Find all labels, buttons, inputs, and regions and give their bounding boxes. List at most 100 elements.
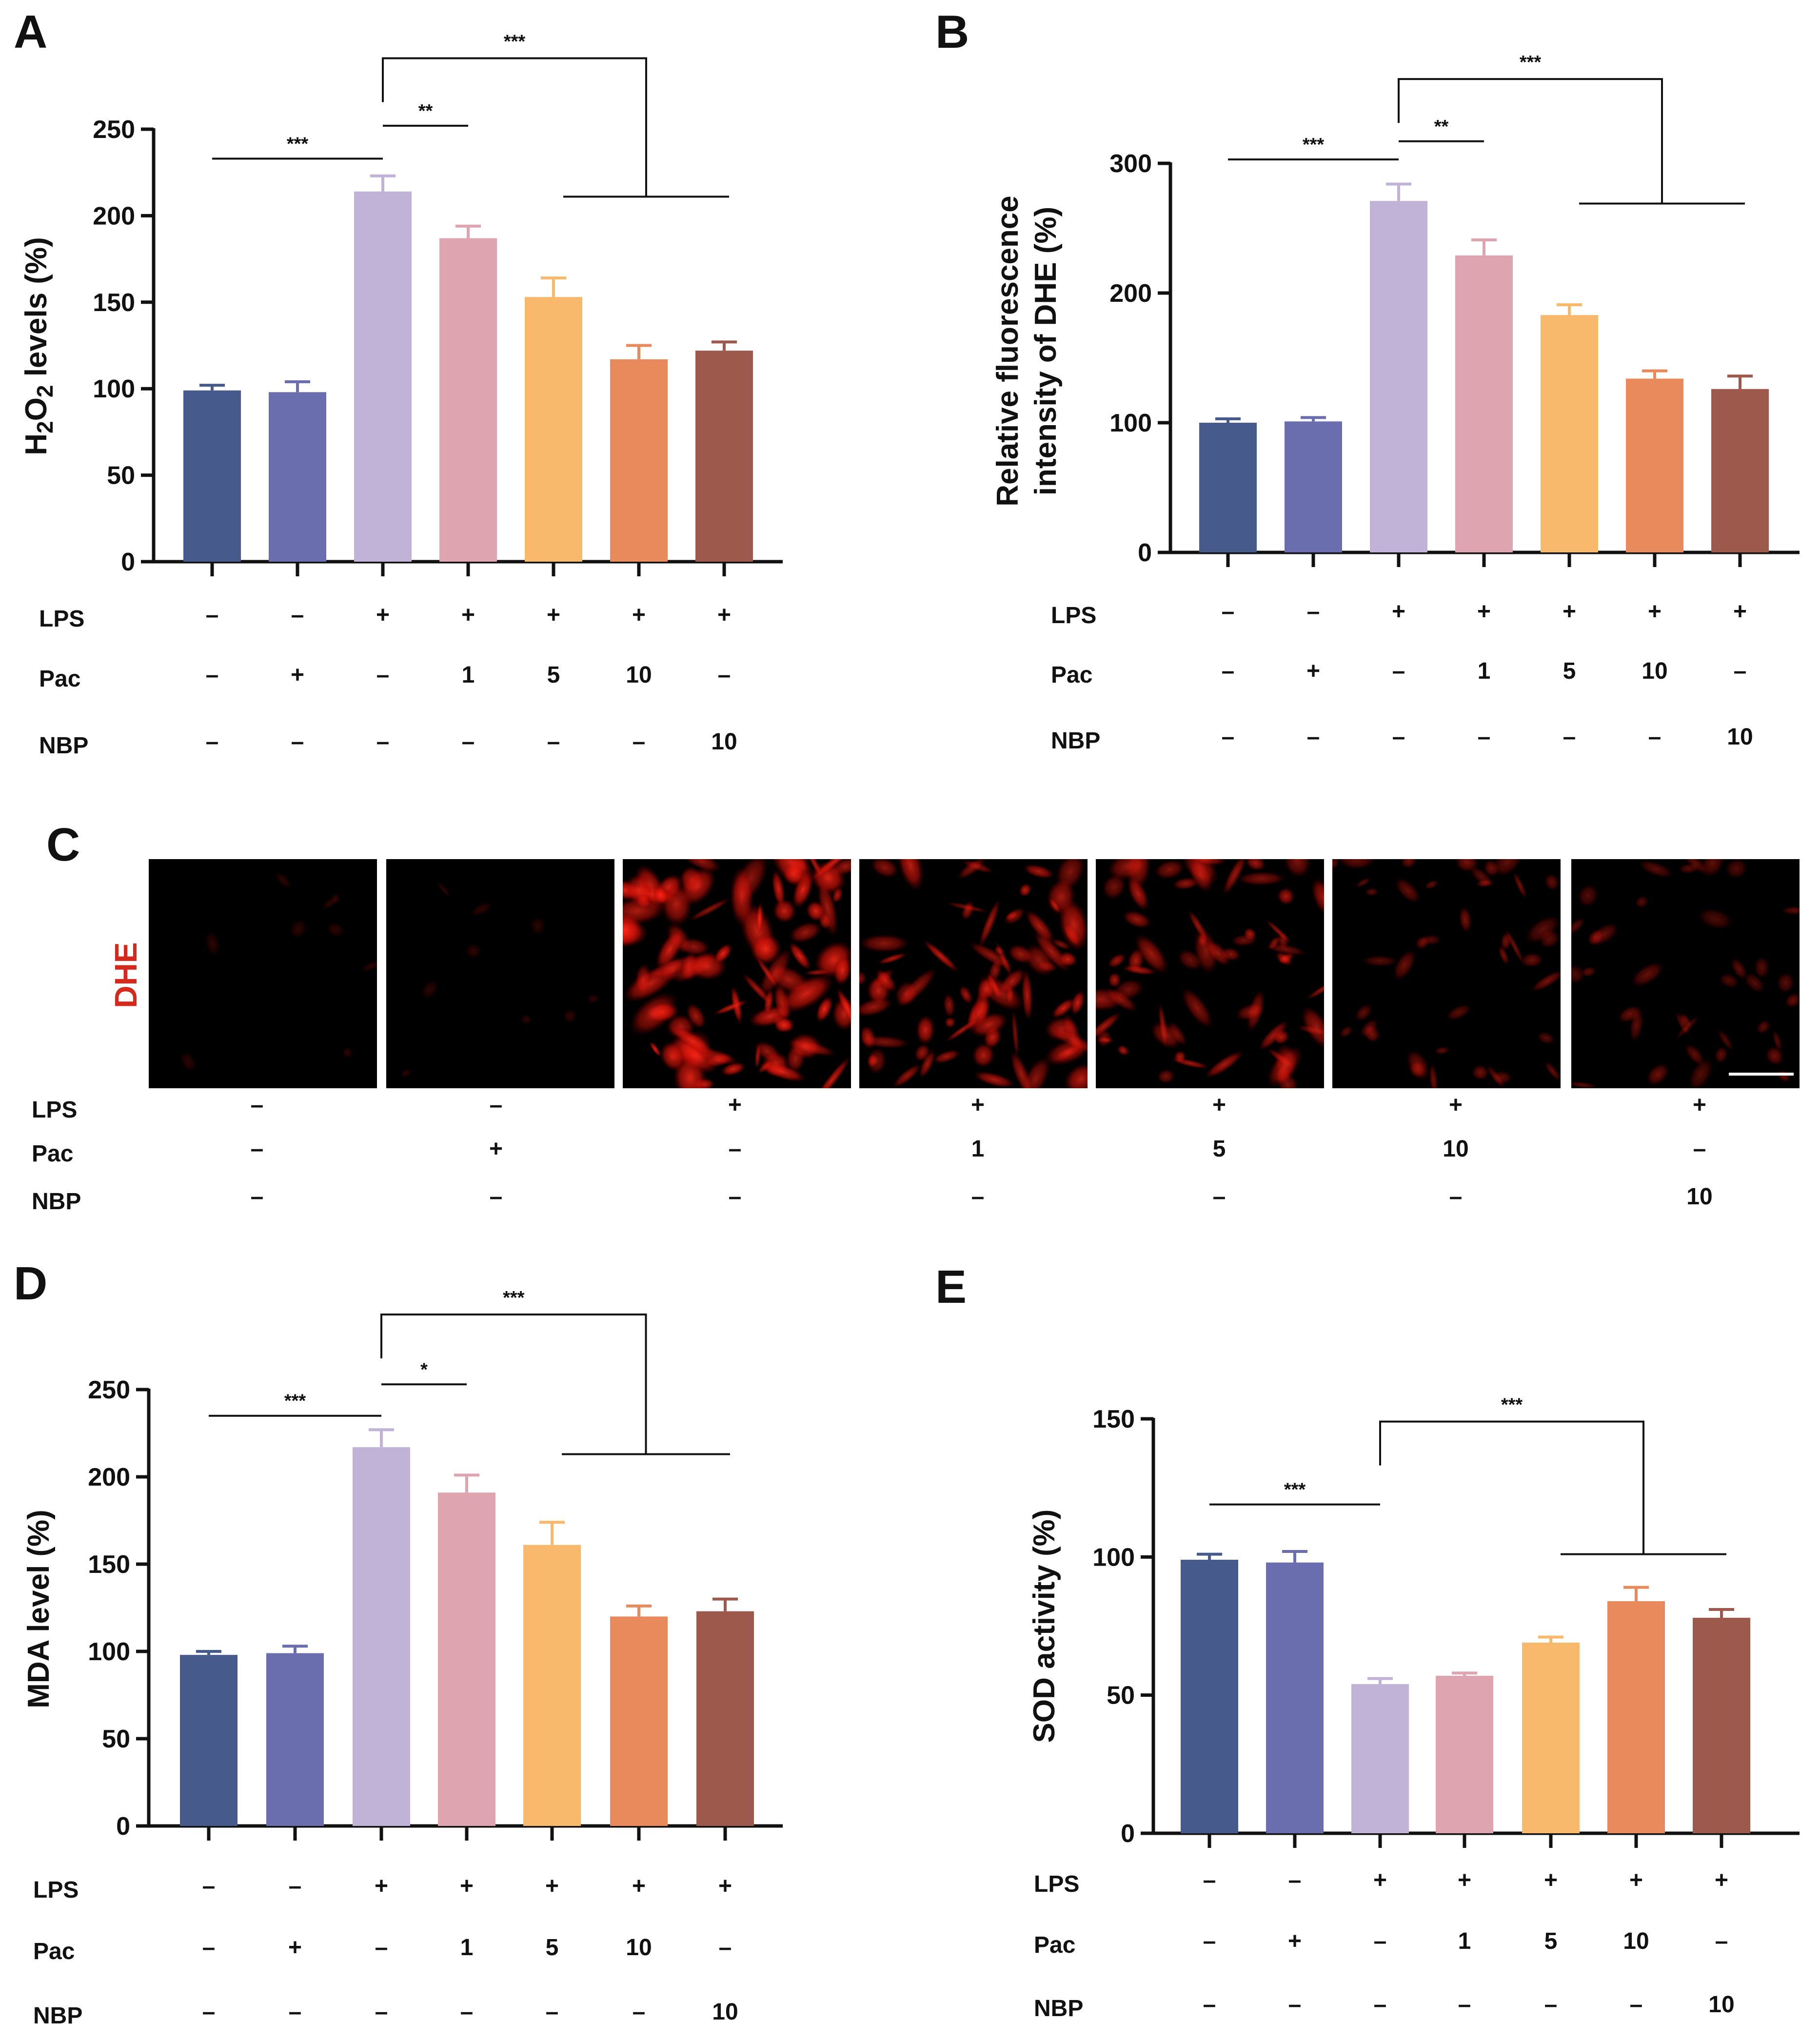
fluorescent-cell <box>961 860 994 874</box>
fluorescent-cell <box>1355 1004 1372 1022</box>
fluorescent-cell <box>772 869 786 908</box>
panel-letter-c: C <box>46 819 80 871</box>
condition-value: + <box>547 602 560 628</box>
fluorescent-cell <box>682 859 721 872</box>
fluorescent-cell <box>1765 1046 1784 1066</box>
fluorescent-cell <box>1064 1063 1088 1088</box>
dhe-micrograph-6 <box>1332 859 1561 1088</box>
bar <box>610 359 668 562</box>
fluorescent-cell <box>471 902 493 917</box>
condition-value: + <box>1458 1867 1471 1893</box>
fluorescent-cell <box>859 997 893 1017</box>
condition-value: – <box>729 1184 742 1210</box>
fluorescent-cell <box>1048 898 1061 913</box>
fluorescent-cell <box>1646 1063 1669 1086</box>
condition-value: + <box>632 1873 646 1899</box>
fluorescent-cell <box>1513 872 1527 899</box>
fluorescent-cell <box>1188 859 1213 892</box>
condition-value: 10 <box>1708 1992 1734 2018</box>
condition-value: – <box>206 729 219 755</box>
condition-value: + <box>1288 1928 1302 1954</box>
y-tick-label: 0 <box>121 548 135 576</box>
y-axis-title-line: intensity of DHE (%) <box>1029 207 1063 495</box>
condition-value: + <box>1373 1867 1387 1893</box>
condition-label: LPS <box>32 1097 77 1123</box>
fluorescent-cell <box>756 902 763 935</box>
condition-label: Pac <box>33 1939 75 1964</box>
condition-value: – <box>1458 1992 1471 2018</box>
condition-value: – <box>971 1184 985 1210</box>
fluorescent-cell <box>944 1017 956 1028</box>
condition-value: 10 <box>1443 1136 1468 1162</box>
fluorescent-cell <box>1395 878 1421 903</box>
y-tick-label: 250 <box>88 1376 130 1404</box>
fluorescent-cell <box>1258 1020 1288 1051</box>
condition-value: 10 <box>1623 1928 1649 1954</box>
condition-value: – <box>490 1184 503 1210</box>
fluorescent-cell <box>789 942 811 970</box>
fluorescent-cell <box>563 1009 577 1024</box>
fluorescent-cell <box>1230 934 1258 947</box>
condition-value: – <box>490 1092 503 1118</box>
fluorescent-cell <box>1355 877 1371 888</box>
fluorescent-cell <box>289 919 307 939</box>
y-axis-title-text: SOD activity (%) <box>1028 1510 1061 1743</box>
y-tick-label: 0 <box>1121 1820 1135 1848</box>
fluorescent-cell <box>1105 987 1137 1012</box>
fluorescent-cell <box>813 1056 851 1088</box>
fluorescent-cell <box>1476 879 1494 888</box>
fluorescent-cell <box>1717 1029 1734 1051</box>
fluorescent-cell <box>1245 859 1266 871</box>
bar <box>438 1492 495 1826</box>
fluorescent-cell <box>1571 1081 1598 1088</box>
bar <box>610 1616 668 1826</box>
fluorescent-cell <box>1108 859 1147 881</box>
fluorescent-cell <box>1051 939 1071 950</box>
bar <box>266 1653 324 1826</box>
fluorescent-cell <box>1337 859 1375 870</box>
condition-value: – <box>1478 724 1491 750</box>
fluorescent-cell <box>870 859 899 878</box>
fluorescent-cell <box>815 996 833 1022</box>
condition-value: – <box>291 602 304 628</box>
bar <box>1626 378 1683 552</box>
condition-value: 1 <box>1478 658 1491 684</box>
fluorescent-cell <box>1638 860 1674 878</box>
y-tick-label: 100 <box>88 1638 130 1666</box>
fluorescent-cell <box>742 973 773 1006</box>
y-axis-title: SOD activity (%) <box>1028 1510 1061 1743</box>
fluorescent-cell <box>1205 1050 1244 1079</box>
fluorescent-cell <box>1181 987 1213 1029</box>
condition-value: 1 <box>462 662 475 688</box>
fluorescent-cell <box>916 1015 935 1045</box>
significance-label: *** <box>504 32 526 52</box>
bar <box>696 1611 754 1826</box>
condition-label: NBP <box>39 733 88 759</box>
bar <box>269 392 326 562</box>
y-tick-label: 50 <box>1107 1682 1135 1710</box>
fluorescent-cell <box>1408 1060 1426 1079</box>
fluorescent-cell <box>713 943 732 964</box>
fluorescent-cell <box>421 980 438 1000</box>
fluorescent-cell <box>1393 949 1416 981</box>
fluorescent-cell <box>932 1049 960 1064</box>
condition-value: – <box>1222 724 1235 750</box>
fluorescent-cell <box>897 859 924 891</box>
cell-layer <box>1571 859 1800 1088</box>
fluorescent-cell <box>779 974 833 1013</box>
fluorescent-cell <box>1311 878 1324 917</box>
bar <box>1285 421 1342 552</box>
panel-c: C DHE LPS – – + + + + + Pac – + – 1 5 10 – NBP – – – – – – 10 <box>32 819 1800 1215</box>
condition-value: – <box>251 1092 264 1118</box>
fluorescent-cell <box>1459 906 1472 933</box>
bar <box>1351 1684 1409 1833</box>
condition-value: + <box>1693 1092 1706 1118</box>
y-tick-label: 200 <box>1109 279 1152 308</box>
condition-value: – <box>1563 724 1576 750</box>
fluorescent-cell <box>972 1042 995 1068</box>
condition-value: – <box>1630 1992 1643 2018</box>
condition-value: + <box>288 1935 302 1961</box>
fluorescent-cell <box>999 968 1026 994</box>
fluorescent-cell <box>360 960 377 972</box>
y-tick-label: 50 <box>102 1725 130 1753</box>
